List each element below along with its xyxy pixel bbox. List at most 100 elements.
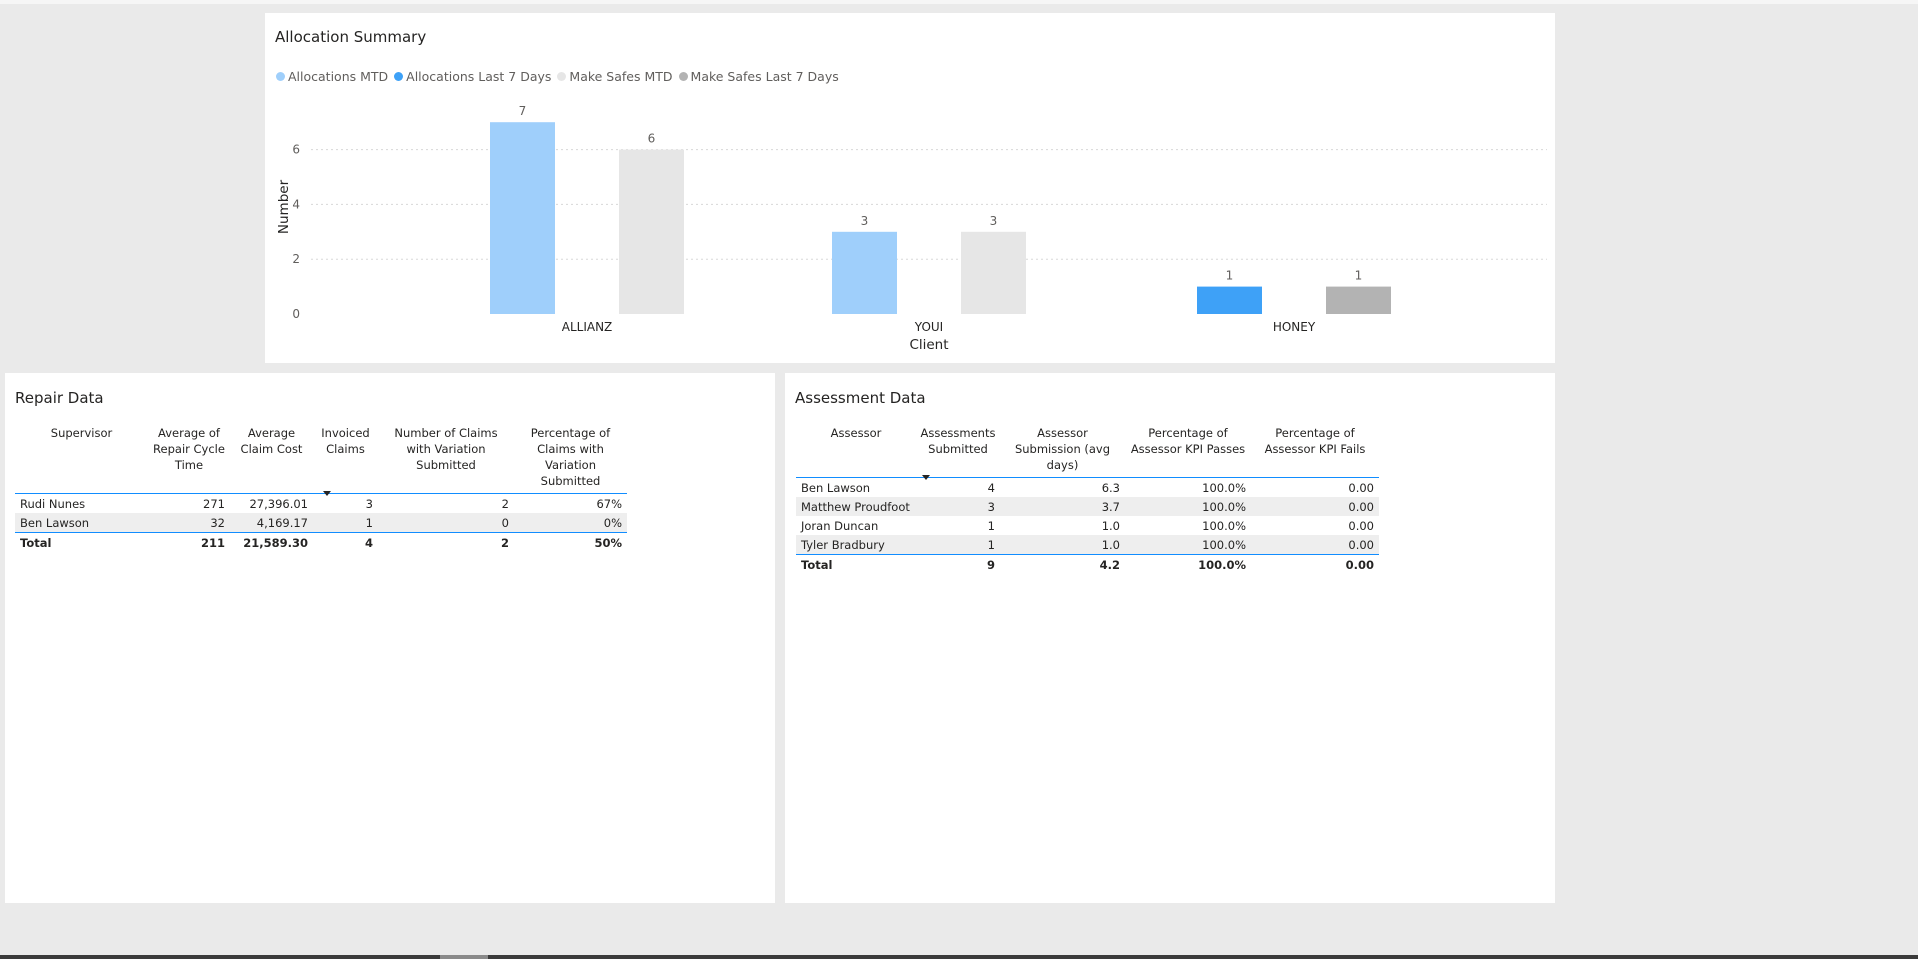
column-header-invoiced-claims[interactable]: Invoiced Claims (313, 425, 378, 496)
cell-repair-cycle-time: 271 (203, 496, 225, 511)
cell-total-invoiced-claims: 4 (313, 532, 378, 552)
cell-kpi-passes: 100.0% (1125, 497, 1251, 516)
repair-data-panel[interactable]: Repair Data Supervisor Average of Repair… (5, 373, 775, 903)
bar-data-label: 1 (1355, 269, 1363, 283)
bar (832, 231, 897, 314)
y-tick-label: 6 (292, 143, 300, 157)
cell-supervisor: Ben Lawson (15, 513, 148, 533)
bar (1197, 286, 1262, 314)
sort-descending-icon[interactable] (323, 491, 331, 496)
column-header-submission-avg-days[interactable]: Assessor Submission (avg days) (1000, 425, 1125, 478)
cell-assessments-submitted: 1 (987, 518, 995, 533)
cell-supervisor: Rudi Nunes (20, 496, 86, 511)
allocation-bar-chart: 0 2 4 6 7 6 ALLIANZ 3 3 YOUI 1 1 HONEY Client Number (276, 104, 1547, 353)
cell-claims-with-variation: 2 (501, 496, 509, 511)
table-row[interactable]: Rudi Nunes 271 27,396.01 3 2 67% (15, 494, 627, 514)
x-axis-title: Client (909, 337, 948, 353)
cell-invoiced-claims: 3 (365, 496, 373, 511)
table-header-row: Assessor Assessments Submitted Assessor … (796, 425, 1379, 480)
panel-title: Assessment Data (795, 389, 926, 407)
table-header-row: Supervisor Average of Repair Cycle Time … (15, 425, 627, 496)
bar-data-label: 3 (861, 214, 869, 228)
column-header-percentage-variation[interactable]: Percentage of Claims with Variation Subm… (514, 425, 627, 494)
cell-submission-avg-days: 6.3 (1101, 480, 1120, 495)
legend-dot-icon (394, 72, 404, 81)
legend-item-allocations-mtd[interactable]: Allocations MTD (276, 69, 388, 84)
legend-label: Allocations MTD (288, 69, 389, 84)
cell-total-claim-cost: 21,589.30 (230, 532, 313, 552)
cell-assessments-submitted: 3 (916, 497, 1000, 516)
legend-item-make-safes-mtd[interactable]: Make Safes MTD (557, 69, 673, 84)
legend-label: Make Safes MTD (569, 69, 673, 84)
cell-total-label: Total (796, 554, 916, 574)
cell-kpi-passes: 100.0% (1125, 535, 1251, 555)
cell-total-repair-cycle-time: 211 (148, 532, 230, 552)
cell-total-assessments-submitted: 9 (916, 554, 1000, 574)
legend-label: Allocations Last 7 Days (406, 69, 552, 84)
table-total-row: Total 211 21,589.30 4 2 50% (15, 532, 627, 552)
assessment-data-panel[interactable]: Assessment Data Assessor Assessments Sub… (785, 373, 1555, 903)
cell-total-claims-with-variation: 2 (378, 532, 514, 552)
table-row[interactable]: Ben Lawson 4 6.3 100.0% 0.00 (796, 478, 1379, 498)
bar-data-label: 3 (990, 214, 998, 228)
sort-descending-icon[interactable] (922, 475, 930, 480)
legend-item-make-safes-last-7-days[interactable]: Make Safes Last 7 Days (678, 69, 839, 84)
table-row[interactable]: Ben Lawson 32 4,169.17 1 0 0% (15, 513, 627, 533)
legend-dot-icon (557, 72, 567, 81)
cell-total-kpi-fails: 0.00 (1251, 554, 1379, 574)
column-header-supervisor[interactable]: Supervisor (15, 425, 148, 494)
bar (1326, 286, 1391, 314)
bar (490, 122, 555, 314)
bar-data-label: 6 (648, 132, 656, 146)
cell-assessor: Joran Duncan (801, 518, 879, 533)
cell-assessments-submitted: 4 (987, 480, 995, 495)
cell-kpi-fails: 0.00 (1251, 535, 1379, 555)
column-header-avg-repair-cycle-time[interactable]: Average of Repair Cycle Time (148, 425, 230, 494)
table-row[interactable]: Tyler Bradbury 1 1.0 100.0% 0.00 (796, 535, 1379, 555)
legend-dot-icon (678, 72, 688, 81)
cell-submission-avg-days: 1.0 (1101, 518, 1120, 533)
cell-claim-cost: 4,169.17 (230, 513, 313, 533)
legend-item-allocations-last-7-days[interactable]: Allocations Last 7 Days (394, 69, 551, 84)
x-tick-label: ALLIANZ (562, 320, 613, 334)
repair-data-table: Supervisor Average of Repair Cycle Time … (15, 425, 627, 552)
legend-dot-icon (276, 72, 285, 81)
y-tick-label: 2 (292, 252, 300, 266)
cell-assessments-submitted: 1 (916, 535, 1000, 555)
cell-kpi-passes: 100.0% (1202, 518, 1246, 533)
legend-label: Make Safes Last 7 Days (690, 69, 839, 84)
bar (961, 231, 1026, 314)
y-axis-title: Number (276, 179, 292, 234)
cell-percentage-variation: 0% (514, 513, 627, 533)
column-header-assessments-submitted[interactable]: Assessments Submitted (916, 425, 1000, 480)
bar (619, 149, 684, 314)
bar-data-label: 1 (1226, 269, 1234, 283)
column-header-kpi-fails[interactable]: Percentage of Assessor KPI Fails (1251, 425, 1379, 478)
cell-repair-cycle-time: 32 (148, 513, 230, 533)
column-header-assessor[interactable]: Assessor (796, 425, 916, 478)
cell-submission-avg-days: 3.7 (1000, 497, 1125, 516)
allocation-summary-panel[interactable]: Allocation Summary Allocations MTD Alloc… (265, 13, 1555, 363)
cell-total-label: Total (15, 532, 148, 552)
column-header-claims-with-variation[interactable]: Number of Claims with Variation Submitte… (378, 425, 514, 494)
cell-total-submission-avg-days: 4.2 (1000, 554, 1125, 574)
chart-legend: Allocations MTD Allocations Last 7 Days … (276, 69, 845, 84)
table-row[interactable]: Joran Duncan 1 1.0 100.0% 0.00 (796, 516, 1379, 535)
cell-total-percentage-variation: 50% (514, 532, 627, 552)
panel-title: Allocation Summary (275, 28, 427, 46)
assessment-data-table: Assessor Assessments Submitted Assessor … (796, 425, 1379, 574)
column-header-avg-claim-cost[interactable]: Average Claim Cost (230, 425, 313, 494)
column-header-kpi-passes[interactable]: Percentage of Assessor KPI Passes (1125, 425, 1251, 478)
top-edge (0, 0, 1918, 4)
table-row[interactable]: Matthew Proudfoot 3 3.7 100.0% 0.00 (796, 497, 1379, 516)
page-navigation-bar (0, 955, 1918, 959)
table-total-row: Total 9 4.2 100.0% 0.00 (796, 554, 1379, 574)
cell-claim-cost: 27,396.01 (249, 496, 308, 511)
y-tick-label: 4 (292, 197, 300, 211)
x-tick-label: HONEY (1273, 320, 1316, 334)
cell-total-kpi-passes: 100.0% (1125, 554, 1251, 574)
cell-assessor: Ben Lawson (801, 480, 871, 495)
bar-data-label: 7 (519, 104, 527, 118)
cell-submission-avg-days: 1.0 (1000, 535, 1125, 555)
scroll-thumb[interactable] (440, 955, 488, 959)
